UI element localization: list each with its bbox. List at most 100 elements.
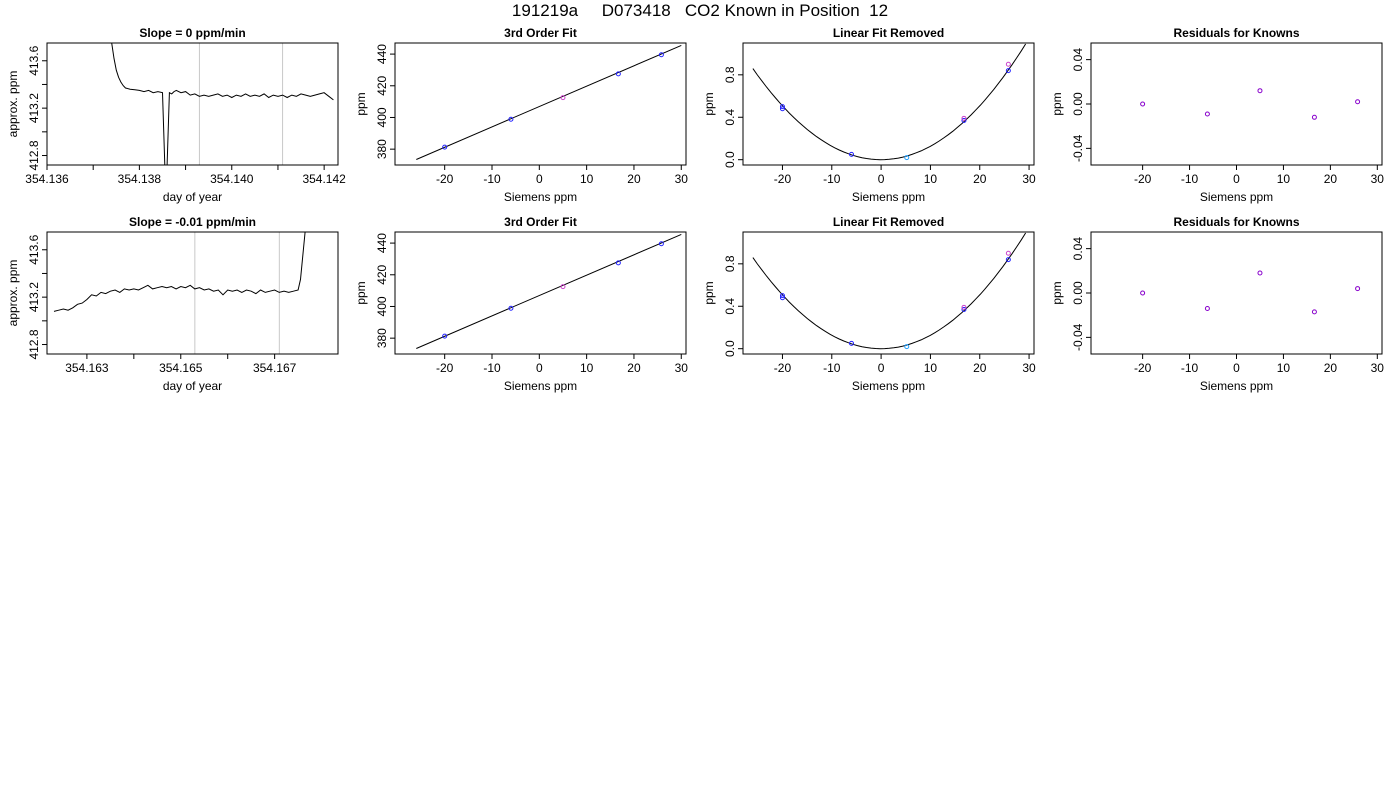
y-tick-label: 0.8 [723,255,737,272]
data-point [849,151,855,157]
y-axis-label: ppm [702,92,716,115]
data-point [904,344,910,350]
data-trace [111,43,334,165]
y-tick-label: 0.0 [723,340,737,357]
data-point [961,117,967,123]
data-point [961,115,967,121]
chart-panel-r2-fit: 3rd Order Fit -20 -10 0 10 20 30 380 400 420 440 Si… [354,215,688,393]
data-trace [53,232,306,312]
plot-area [1140,88,1361,120]
x-tick-label: 0 [536,172,543,186]
y-tick-label: 420 [375,264,389,284]
data-point [1005,250,1011,256]
data-point [560,95,566,101]
data-point [779,104,785,110]
x-tick-label: -10 [1181,361,1199,375]
x-tick-label: 0 [878,172,885,186]
fit-curve [416,233,682,349]
plot-frame [742,231,1035,355]
x-tick-label: -20 [774,172,792,186]
data-point [442,144,448,150]
y-tick-label: 400 [375,296,389,316]
chart-title: 3rd Order Fit [504,26,577,40]
y-axis-label: approx. ppm [6,71,20,138]
data-point [904,155,910,161]
plot-area [416,44,682,160]
y-tick-label: 0.4 [723,109,737,126]
x-tick-label: 354.167 [253,361,297,375]
x-tick-label: -20 [436,361,454,375]
data-point [779,295,785,301]
x-tick-label: -20 [774,361,792,375]
data-point [1140,101,1146,107]
x-tick-label: 20 [627,361,641,375]
x-tick-label: -20 [1134,172,1152,186]
y-tick-label: 440 [375,233,389,253]
plot-area [416,233,682,349]
plot-area [752,43,1027,161]
plot-area [1140,270,1361,315]
data-point [658,241,664,247]
chart-panel-r2-linear: Linear Fit Removed -20 -10 0 10 20 30 0.0 0.4 0.8… [702,215,1036,393]
y-axis-label: ppm [1050,281,1064,304]
x-tick-label: 30 [1022,172,1036,186]
x-tick-label: 0 [1233,361,1240,375]
y-tick-label: 380 [375,139,389,159]
x-tick-label: 0 [878,361,885,375]
x-tick-label: 10 [1277,172,1291,186]
chart-panel-r1-resid: Residuals for Knowns -20 -10 0 10 20 30 -0.04 0.… [1050,26,1384,204]
x-axis-label: day of year [163,190,222,204]
x-tick-label: -10 [823,172,841,186]
x-tick-label: -10 [823,361,841,375]
chart-panel-r1-linear: Linear Fit Removed -20 -10 0 10 20 30 0.0 0.4 0.8… [702,26,1036,204]
x-tick-label: 10 [580,172,594,186]
fit-curve [416,44,682,160]
x-axis-label: Siemens ppm [852,379,925,393]
data-point [508,305,514,311]
data-point [1204,111,1210,117]
y-axis-label: ppm [702,281,716,304]
x-tick-label: 30 [675,172,689,186]
data-point [1005,61,1011,67]
chart-title: Linear Fit Removed [833,215,944,229]
data-point [961,304,967,310]
x-tick-label: 20 [973,172,987,186]
y-tick-label: 0.04 [1071,48,1085,72]
x-axis-label: Siemens ppm [852,190,925,204]
y-tick-label: 420 [375,75,389,95]
plot-frame [46,231,339,355]
chart-panel-r2-resid: Residuals for Knowns -20 -10 0 10 20 30 -0.04 0.… [1050,215,1384,393]
chart-title: Residuals for Knowns [1173,215,1299,229]
x-tick-label: 30 [1022,361,1036,375]
x-tick-label: 0 [1233,172,1240,186]
data-point [658,52,664,58]
y-tick-label: 0.0 [723,151,737,168]
x-tick-label: 354.165 [159,361,203,375]
x-tick-label: 20 [1324,172,1338,186]
fit-curve [752,232,1027,350]
plot-frame [46,42,339,166]
x-tick-label: 10 [580,361,594,375]
x-tick-label: 354.163 [65,361,109,375]
data-point [779,293,785,299]
plot-frame [742,42,1035,166]
y-tick-label: 412.8 [27,140,41,170]
x-axis-label: Siemens ppm [504,190,577,204]
x-tick-label: 354.138 [118,172,162,186]
y-tick-label: 412.8 [27,329,41,359]
data-point [1140,290,1146,296]
plot-frame [394,42,687,166]
x-tick-label: 354.140 [210,172,254,186]
y-tick-label: 380 [375,328,389,348]
data-point [508,116,514,122]
data-point [615,260,621,266]
y-tick-label: 0.00 [1071,92,1085,116]
y-axis-label: approx. ppm [6,260,20,327]
data-point [849,340,855,346]
data-point [1257,88,1263,94]
data-point [1355,286,1361,292]
y-tick-label: 0.00 [1071,281,1085,305]
y-tick-label: 413.2 [27,93,41,123]
chart-panel-r1-trace: Slope = 0 ppm/min 354.136 354.138 354.140 35… [6,26,346,204]
